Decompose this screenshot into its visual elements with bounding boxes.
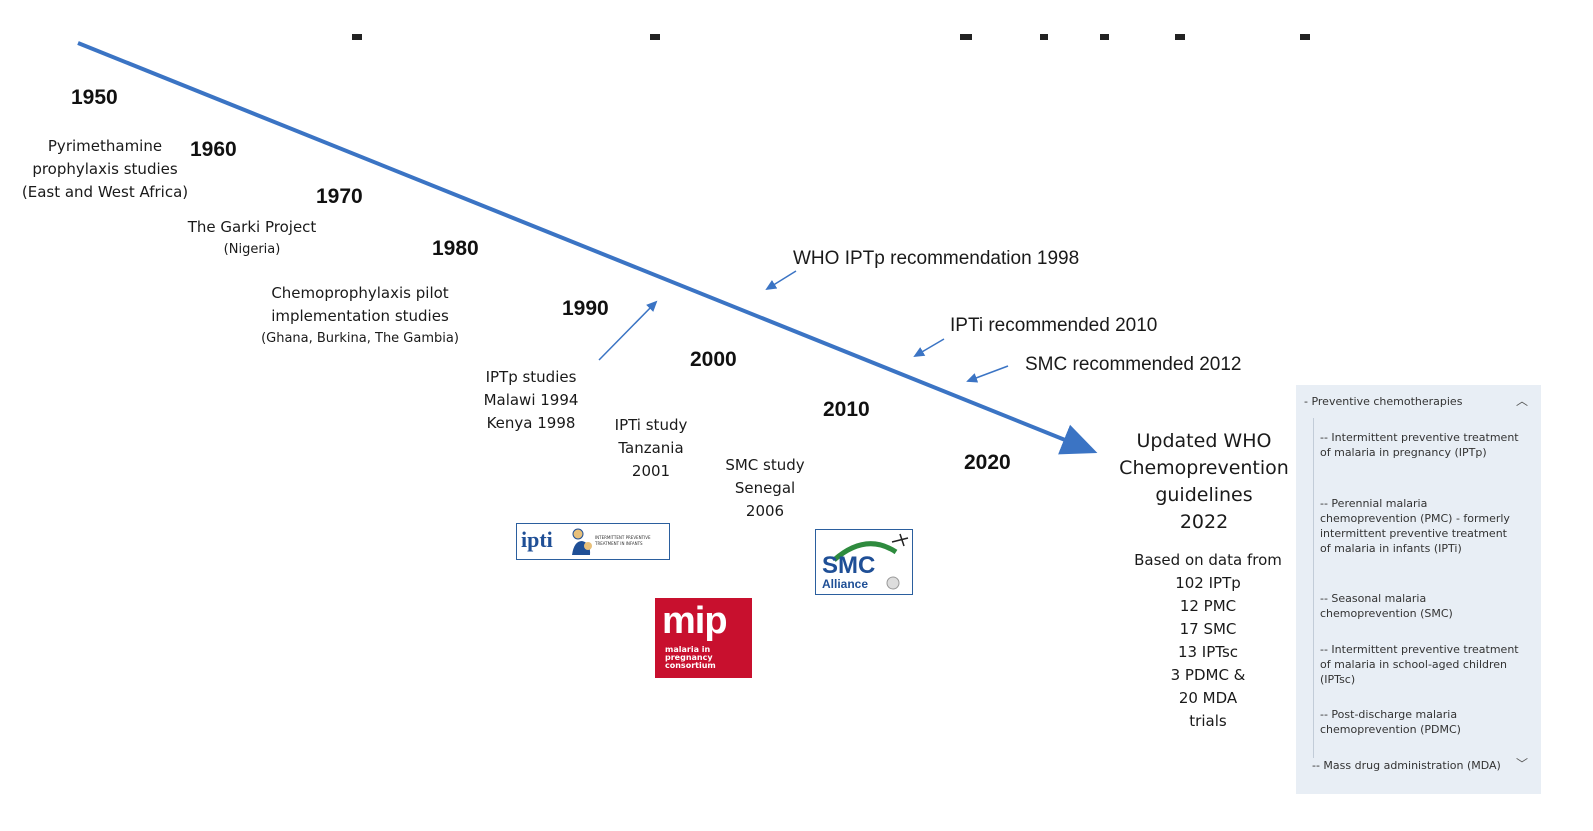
event-line: Tanzania — [618, 439, 684, 457]
mip-logo-line: malaria in — [665, 645, 711, 654]
year-label-2010: 2010 — [823, 398, 870, 421]
guidelines-data-line: trials — [1189, 712, 1227, 730]
event-line: Malawi 1994 — [483, 391, 579, 409]
year-label-1990: 1990 — [562, 297, 609, 320]
panel-tree-rule — [1313, 418, 1314, 758]
ipti-recommendation-arrow — [913, 338, 945, 358]
smc-logo-word: SMC — [822, 552, 876, 579]
panel-item-pdmc[interactable]: -- Post-discharge malaria chemopreventio… — [1320, 708, 1461, 736]
event-smc-study: SMC study Senegal 2006 — [710, 454, 820, 523]
event-line: 2006 — [745, 502, 785, 520]
event-line: SMC study — [725, 456, 805, 474]
year-label-1970: 1970 — [316, 185, 363, 208]
smc-recommendation-label: SMC recommended 2012 — [1025, 354, 1242, 375]
guidelines-data-line: 17 SMC — [1179, 620, 1237, 638]
event-line: (East and West Africa) — [21, 183, 189, 201]
year-label-1960: 1960 — [190, 138, 237, 161]
event-line: implementation studies — [271, 307, 449, 325]
panel-header[interactable]: - Preventive chemotherapies — [1304, 395, 1463, 408]
event-iptp-studies: IPTp studies Malawi 1994 Kenya 1998 — [470, 366, 592, 435]
guidelines-line: Chemoprevention — [1119, 457, 1289, 479]
guidelines-data-line: 3 PDMC & — [1170, 666, 1246, 684]
guidelines-data-line: 20 MDA — [1178, 689, 1238, 707]
event-line: IPTi study — [614, 416, 688, 434]
year-label-2000: 2000 — [690, 348, 737, 371]
event-line: Kenya 1998 — [486, 414, 576, 432]
smc-logo-subtitle: Alliance — [822, 577, 869, 591]
guidelines-title: Updated WHO Chemoprevention guidelines 2… — [1110, 428, 1298, 536]
chevron-up-icon[interactable]: ︿ — [1516, 394, 1529, 408]
guidelines-data-line: 13 IPTsc — [1177, 643, 1239, 661]
smc-alliance-logo: SMC Alliance — [815, 529, 913, 595]
panel-item-iptp[interactable]: -- Intermittent preventive treatment of … — [1320, 431, 1519, 459]
guidelines-line: 2022 — [1179, 511, 1229, 533]
iptp-recommendation-arrow — [765, 270, 797, 291]
panel-item-iptsc[interactable]: -- Intermittent preventive treatment of … — [1320, 643, 1519, 686]
event-line: (Ghana, Burkina, The Gambia) — [261, 331, 459, 346]
ipti-consortium-logo: ipti INTERMITTENT PREVENTIVE TREATMENT I… — [516, 523, 670, 560]
event-line: IPTp studies — [485, 368, 577, 386]
year-label-1980: 1980 — [432, 237, 479, 260]
mip-logo-line: consortium — [665, 661, 716, 670]
guidelines-data-line: 12 PMC — [1179, 597, 1237, 615]
event-line: 2001 — [631, 462, 671, 480]
event-line: prophylaxis studies — [32, 160, 178, 178]
panel-item-mda[interactable]: -- Mass drug administration (MDA) — [1312, 759, 1501, 772]
ipti-logo-word: ipti — [521, 527, 553, 552]
timeline-arrow — [77, 41, 1098, 455]
panel-item-smc[interactable]: -- Seasonal malaria chemoprevention (SMC… — [1320, 592, 1453, 620]
iptp-recommendation-label: WHO IPTp recommendation 1998 — [793, 248, 1080, 269]
preventive-chemotherapies-panel: - Preventive chemotherapies ︿ -- Intermi… — [1296, 385, 1541, 794]
smc-recommendation-arrow — [966, 365, 1009, 383]
smc-arc-icon — [832, 533, 909, 590]
mother-child-icon — [572, 528, 592, 555]
event-chemoprophylaxis: Chemoprophylaxis pilot implementation st… — [252, 282, 468, 350]
iptp-studies-pointer-arrow — [598, 300, 658, 361]
cropped-title-fragments — [352, 34, 1310, 40]
mip-consortium-logo: mip malaria in pregnancy consortium — [655, 598, 752, 678]
event-line: Chemoprophylaxis pilot — [271, 284, 449, 302]
ipti-recommendation-label: IPTi recommended 2010 — [950, 315, 1158, 336]
event-line: The Garki Project — [187, 218, 317, 236]
mip-logo-line: pregnancy — [665, 653, 713, 662]
mip-logo-word: mip — [662, 600, 728, 642]
guidelines-data-line: 102 IPTp — [1175, 574, 1241, 592]
guidelines-line: guidelines — [1155, 484, 1253, 506]
event-line: (Nigeria) — [223, 242, 281, 257]
panel-item-pmc[interactable]: -- Perennial malaria chemoprevention (PM… — [1320, 497, 1510, 555]
guidelines-data: Based on data from 102 IPTp 12 PMC 17 SM… — [1122, 549, 1294, 733]
chevron-down-icon[interactable]: ﹀ — [1516, 757, 1529, 771]
event-garki-project: The Garki Project (Nigeria) — [170, 216, 334, 261]
event-line: Pyrimethamine — [47, 137, 163, 155]
event-line: Senegal — [734, 479, 796, 497]
ipti-logo-subtitle: INTERMITTENT PREVENTIVE TREATMENT IN INF… — [595, 535, 651, 546]
event-pyrimethamine: Pyrimethamine prophylaxis studies (East … — [15, 135, 195, 204]
year-label-1950: 1950 — [71, 86, 118, 109]
event-ipti-study: IPTi study Tanzania 2001 — [596, 414, 706, 483]
guidelines-line: Updated WHO — [1136, 430, 1272, 452]
guidelines-data-line: Based on data from — [1134, 551, 1282, 569]
mip-logo-subtitle: malaria in pregnancy consortium — [665, 646, 716, 670]
year-label-2020: 2020 — [964, 451, 1011, 474]
